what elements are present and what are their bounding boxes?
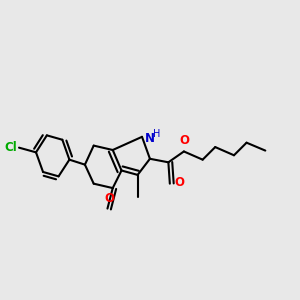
Text: O: O <box>179 134 190 147</box>
Text: O: O <box>104 192 114 205</box>
Text: O: O <box>174 176 184 189</box>
Text: H: H <box>153 129 160 139</box>
Text: N: N <box>145 132 155 145</box>
Text: Cl: Cl <box>5 141 18 154</box>
